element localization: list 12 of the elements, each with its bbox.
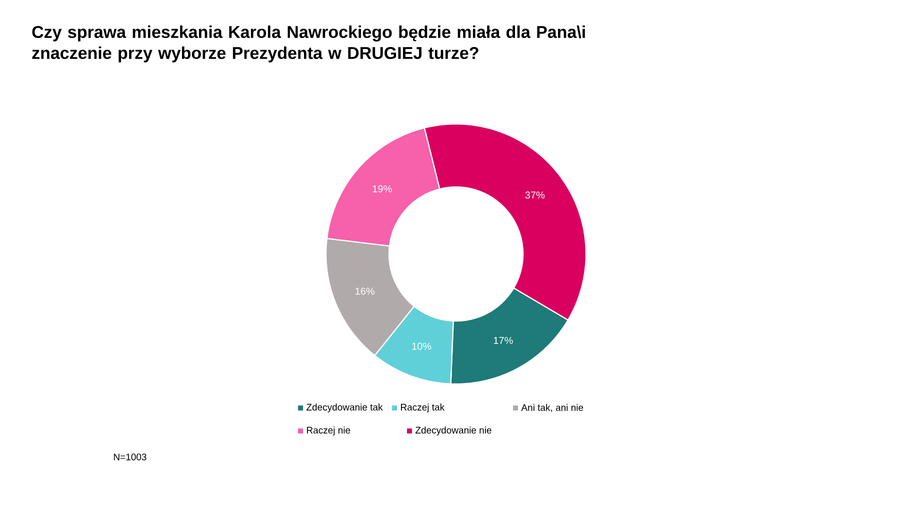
data-label: 19% <box>372 185 392 192</box>
text: N=1003 <box>114 454 146 460</box>
legend-label: Ani tak, ani nie <box>521 404 584 412</box>
legend-label: Zdecydowanie tak <box>306 404 383 412</box>
data-label: 16% <box>356 288 374 295</box>
data-label: 10% <box>412 342 432 350</box>
chart-title: Czy sprawa mieszkania Karola Nawrockiego będzie miała dla Pana\i znaczenie przy wyborze Prezydenta w DRUGIEJ turze? <box>32 26 585 62</box>
legend-label: Raczej nie <box>306 426 350 436</box>
legend-label: Zdecydowanie nie <box>416 426 492 436</box>
data-label: 37% <box>525 191 545 199</box>
legend-label: Raczej tak <box>400 404 445 412</box>
data-label: 17% <box>494 336 513 344</box>
